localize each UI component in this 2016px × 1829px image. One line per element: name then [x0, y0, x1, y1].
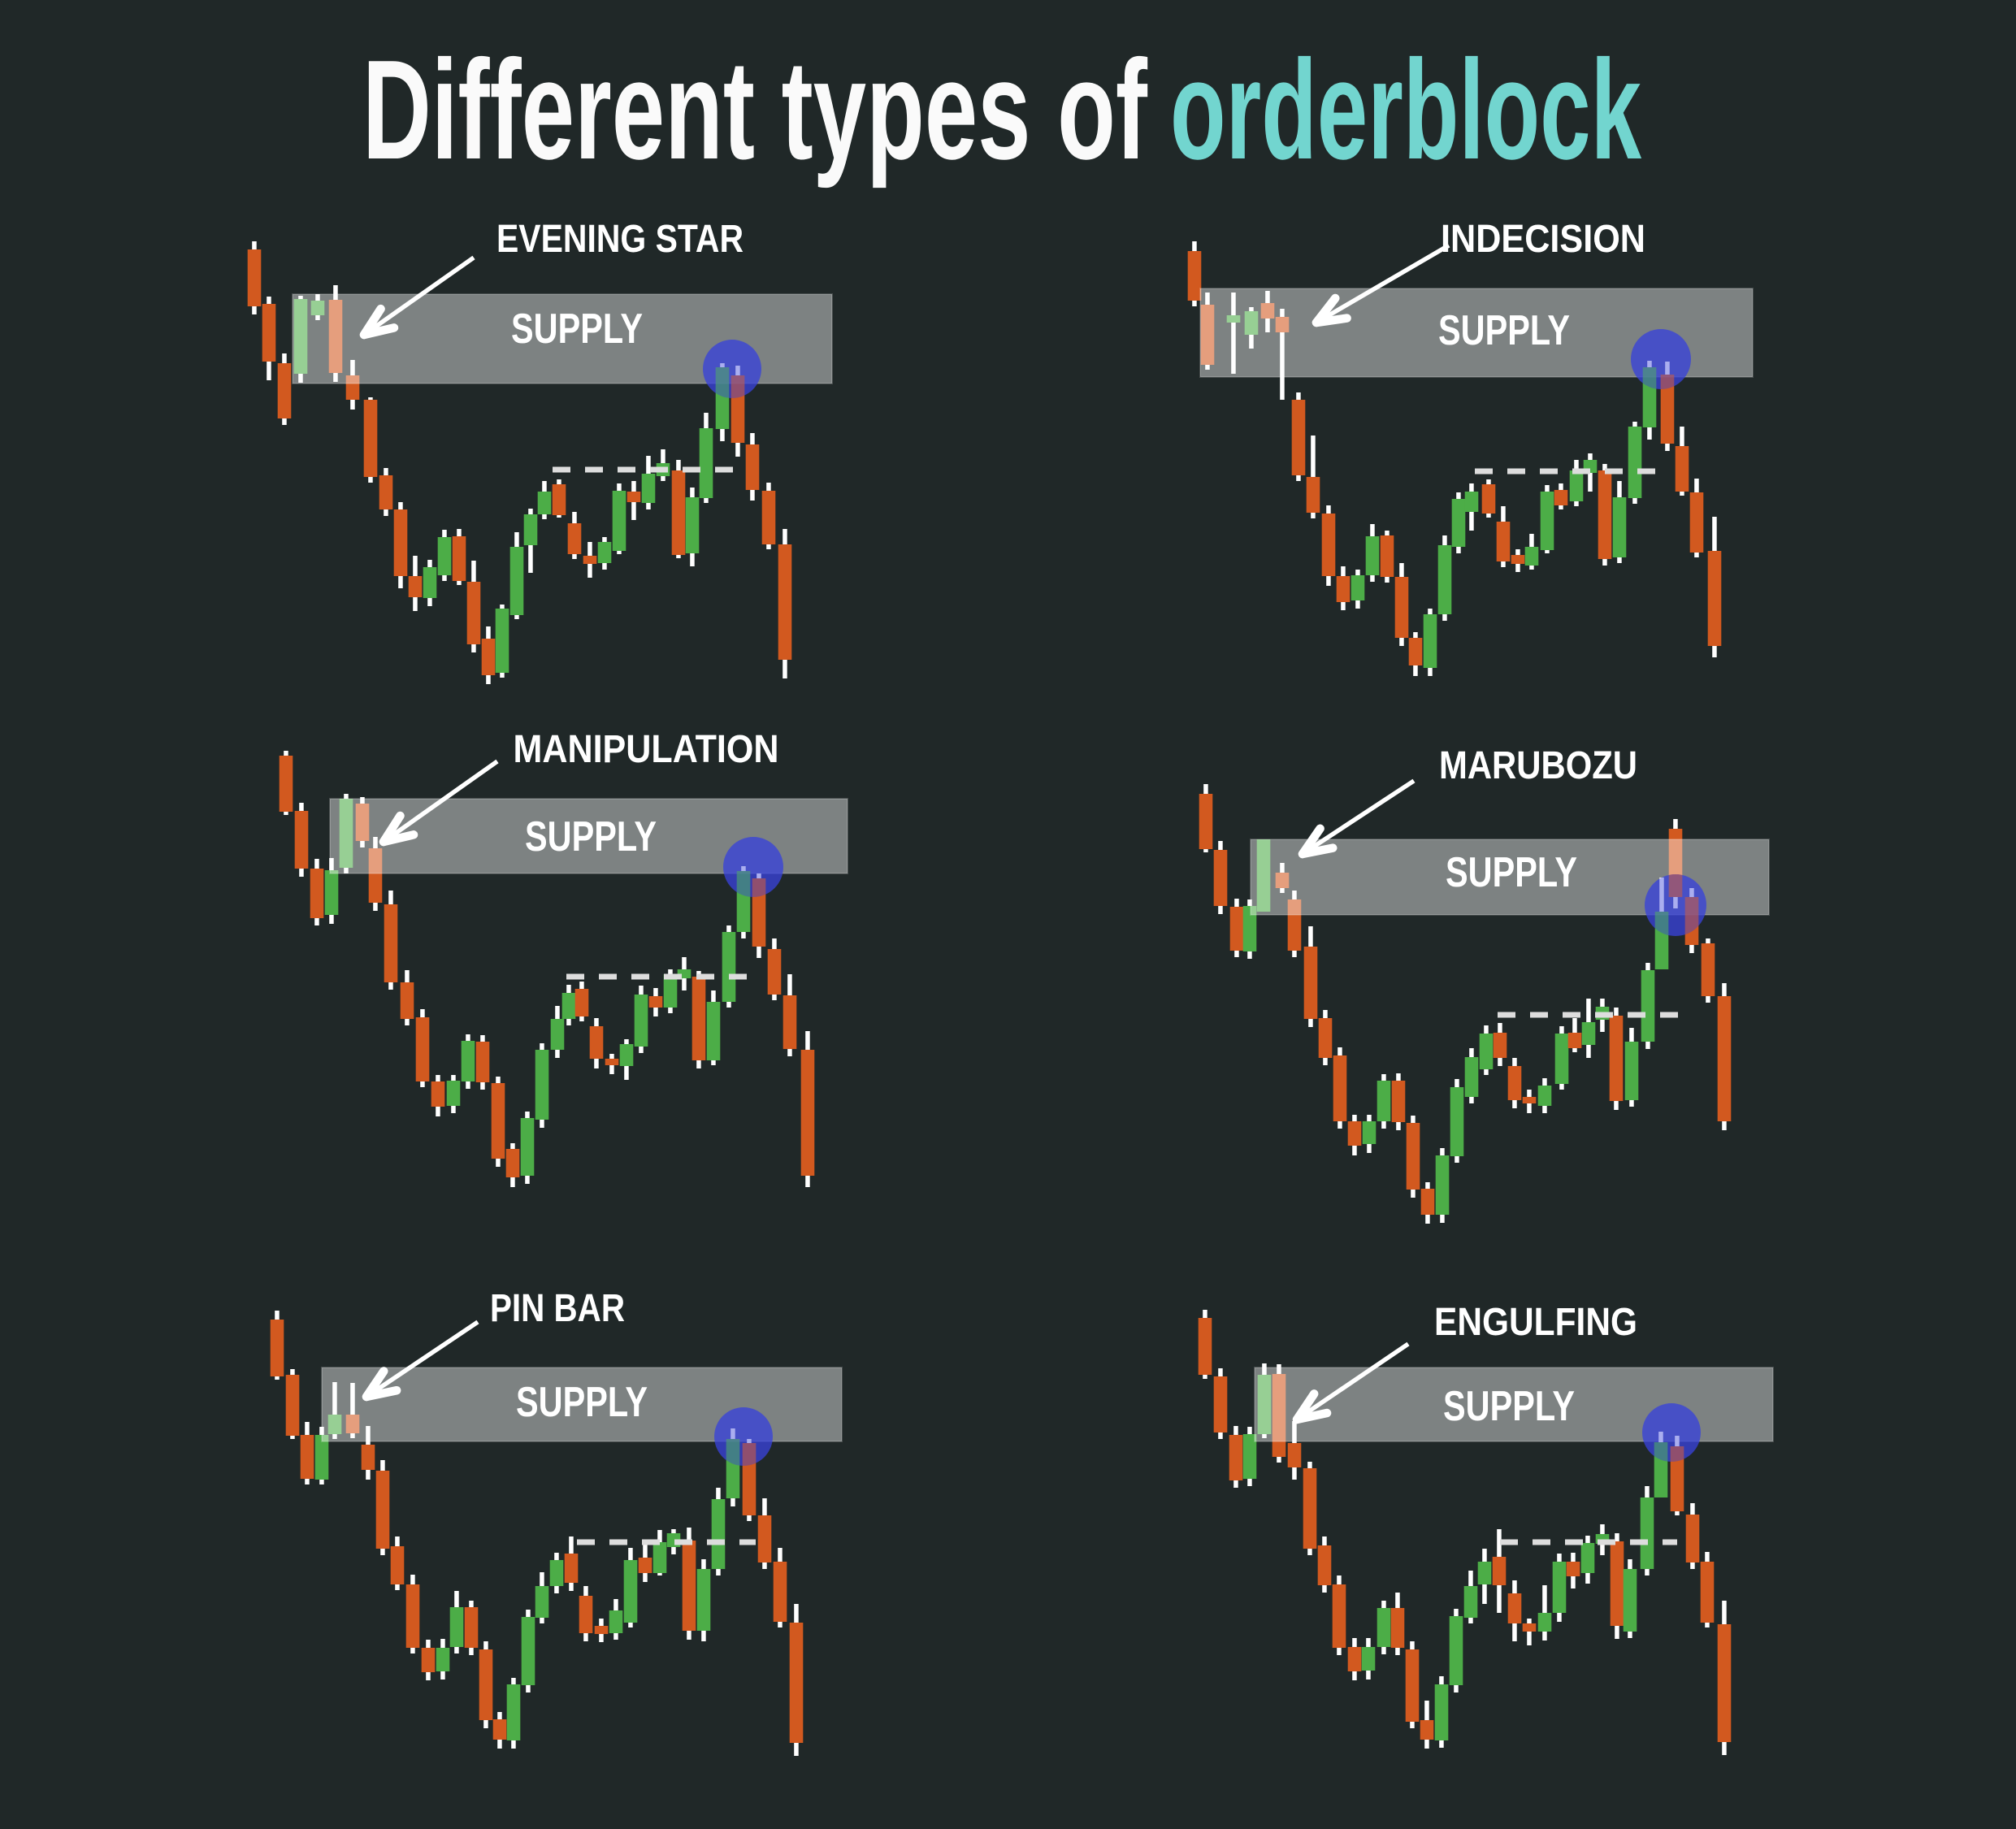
- svg-text:orderblock: orderblock: [1170, 30, 1641, 189]
- svg-text:ENGULFING: ENGULFING: [1434, 1301, 1637, 1344]
- svg-text:SUPPLY: SUPPLY: [516, 1379, 648, 1426]
- svg-text:MARUBOZU: MARUBOZU: [1439, 744, 1637, 787]
- svg-text:SUPPLY: SUPPLY: [1446, 849, 1577, 896]
- svg-text:SUPPLY: SUPPLY: [1438, 307, 1570, 354]
- svg-text:EVENING STAR: EVENING STAR: [496, 218, 744, 261]
- svg-text:MANIPULATION: MANIPULATION: [514, 728, 779, 771]
- svg-text:SUPPLY: SUPPLY: [1443, 1383, 1575, 1430]
- svg-text:INDECISION: INDECISION: [1441, 218, 1645, 261]
- svg-text:Different types of: Different types of: [362, 30, 1148, 189]
- svg-text:PIN BAR: PIN BAR: [490, 1287, 625, 1330]
- svg-text:SUPPLY: SUPPLY: [511, 306, 643, 353]
- svg-text:SUPPLY: SUPPLY: [525, 813, 657, 860]
